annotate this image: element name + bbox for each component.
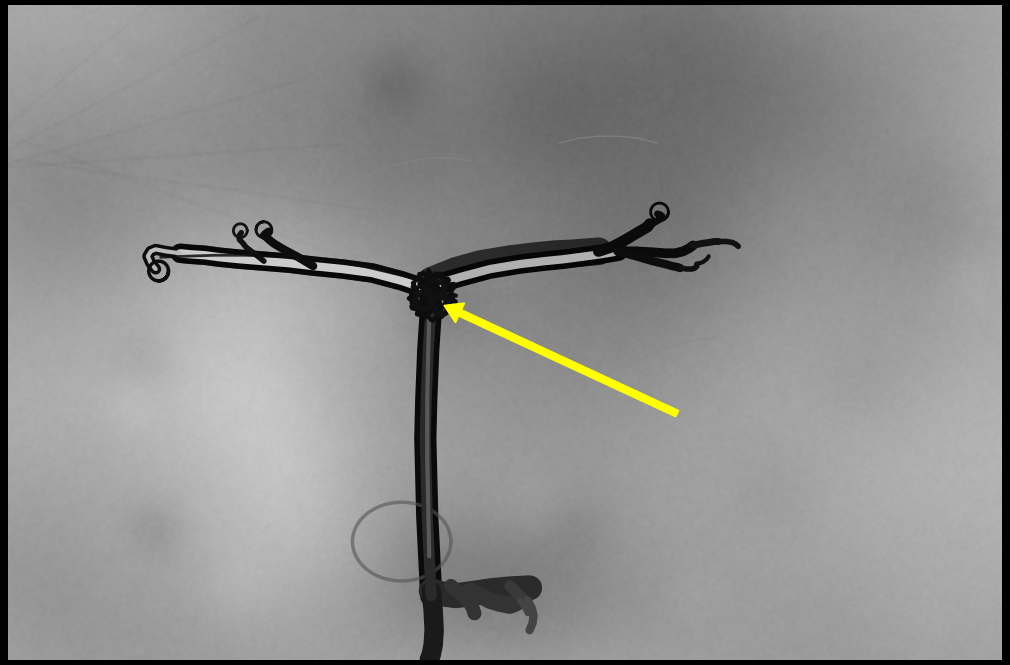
FancyArrow shape bbox=[444, 303, 679, 417]
